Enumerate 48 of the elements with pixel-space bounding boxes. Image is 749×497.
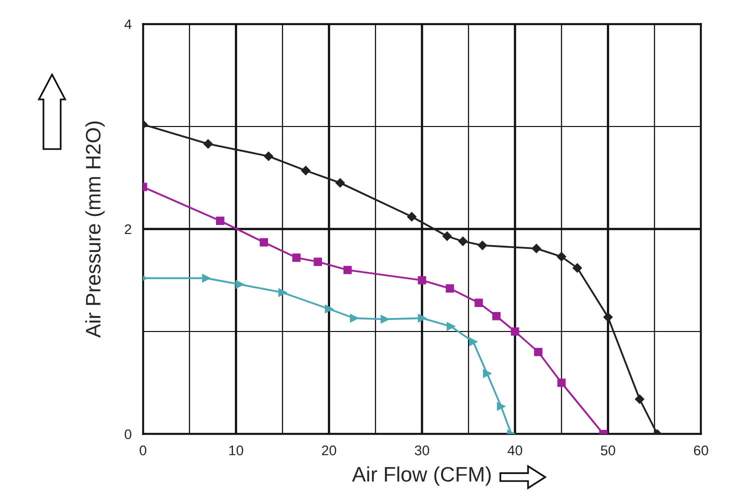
y-tick-label: 4	[124, 19, 132, 30]
point	[532, 244, 542, 254]
point	[446, 284, 454, 293]
point	[603, 312, 613, 322]
x-tick-label: 60	[694, 445, 708, 456]
point	[510, 327, 520, 336]
y-tick-label: 2	[124, 224, 132, 234]
x-tick-label: 50	[600, 445, 616, 456]
point	[278, 288, 287, 297]
point	[264, 152, 274, 161]
point	[468, 338, 478, 346]
x-axis-title: Air Flow (CFM)	[352, 466, 491, 486]
point	[324, 304, 334, 314]
point	[314, 258, 322, 266]
point	[446, 322, 455, 331]
x-tick-label: 30	[414, 445, 430, 456]
x-tick-label: 0	[140, 445, 146, 456]
point	[216, 216, 224, 225]
point	[418, 314, 426, 322]
point	[202, 274, 210, 282]
point	[203, 139, 213, 149]
point	[492, 312, 501, 320]
point	[301, 166, 310, 176]
point	[557, 378, 566, 387]
point	[556, 252, 566, 262]
point	[634, 394, 644, 404]
point	[458, 236, 468, 246]
point	[572, 263, 582, 273]
point	[474, 298, 483, 307]
x-tick-label: 40	[508, 445, 522, 456]
point	[336, 178, 345, 188]
point	[380, 315, 389, 324]
point	[418, 276, 426, 284]
point	[343, 266, 352, 274]
point	[478, 240, 488, 250]
point	[534, 348, 542, 356]
point	[407, 212, 416, 222]
x-tick-label: 20	[322, 445, 336, 456]
point	[292, 254, 301, 262]
y-tick-label: 0	[124, 429, 132, 440]
x-tick-label: 10	[229, 445, 244, 456]
point	[482, 369, 492, 378]
point	[260, 238, 268, 246]
point	[442, 232, 452, 241]
y-axis-title: Air Pressure (mm H2O)	[85, 121, 105, 338]
point	[236, 280, 244, 289]
point	[496, 402, 506, 410]
point	[350, 314, 358, 322]
